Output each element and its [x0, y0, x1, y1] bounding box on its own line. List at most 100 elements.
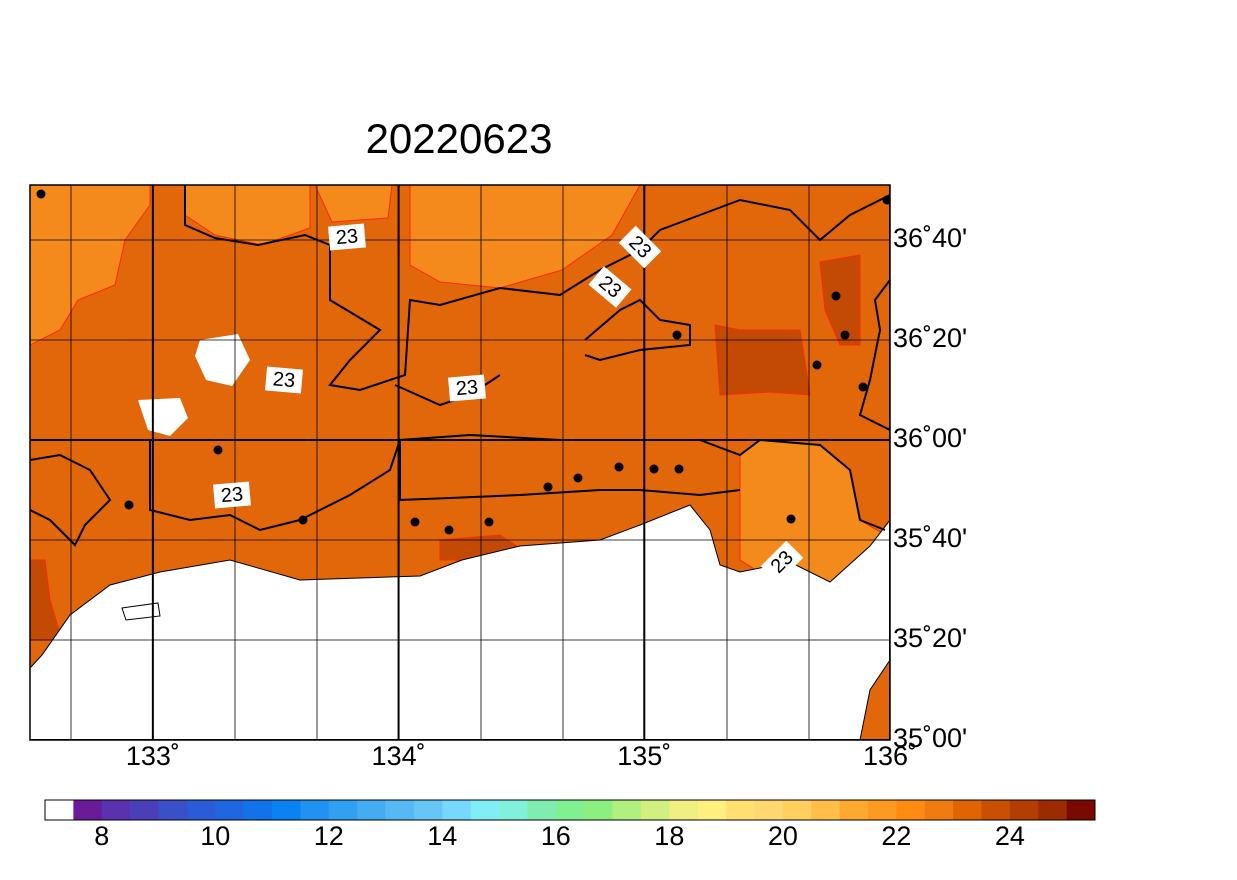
contour-label: 23 [265, 366, 303, 394]
colorbar-box [357, 800, 386, 820]
y-tick-label: 36˚40' [893, 223, 967, 253]
x-tick-label: 135˚ [617, 741, 671, 771]
sea [30, 504, 890, 740]
colorbar-tick-label: 18 [654, 821, 684, 851]
label-box [328, 223, 366, 251]
colorbar-box [300, 800, 330, 820]
chart-title: 20220623 [366, 115, 553, 162]
colorbar-box [73, 800, 103, 820]
colorbar-box [555, 800, 585, 820]
colorbar-box [726, 800, 755, 820]
y-tick-label: 35˚40' [893, 523, 967, 553]
colorbar: 8 10 12 14 16 18 20 22 24 [44, 799, 1096, 851]
station [573, 473, 583, 483]
label-box [448, 374, 486, 402]
colorbar-box [442, 800, 471, 820]
colorbar-box [385, 800, 415, 820]
label-box [213, 481, 251, 509]
y-tick-label: 36˚20' [893, 323, 967, 353]
station [858, 382, 868, 392]
colorbar-box [782, 800, 812, 820]
colorbar-box [243, 800, 273, 820]
lake [195, 334, 250, 386]
x-tick-label: 134˚ [372, 741, 426, 771]
station [786, 514, 796, 524]
station [614, 462, 624, 472]
station [882, 195, 890, 205]
station [543, 482, 553, 492]
colorbar-box [1066, 800, 1096, 820]
colorbar-tick-label: 14 [427, 821, 457, 851]
contour-line [30, 185, 890, 547]
station [124, 500, 134, 510]
hot-region [30, 254, 861, 641]
station [298, 515, 308, 525]
colorbar-tick-label: 22 [881, 821, 911, 851]
label-box [265, 366, 303, 394]
contour-label: 23 [448, 374, 486, 402]
station [831, 291, 841, 301]
colorbar-box [186, 800, 216, 820]
colorbar-tick-label: 16 [541, 821, 571, 851]
colorbar-tick-label: 8 [94, 821, 109, 851]
colorbar-box [896, 800, 926, 820]
station [674, 464, 684, 474]
label-box [618, 225, 662, 269]
station [812, 360, 822, 370]
label-text: 23 [272, 368, 296, 392]
colorbar-box [640, 800, 670, 820]
colorbar-box [1009, 800, 1039, 820]
station [649, 464, 659, 474]
grid [30, 185, 890, 740]
colorbar-box [697, 800, 727, 820]
y-tick-label: 36˚00' [893, 423, 967, 453]
colorbar-box [981, 800, 1011, 820]
colorbar-box [413, 800, 443, 820]
colorbar-box [924, 800, 954, 820]
colorbar-box [1038, 800, 1067, 820]
colorbar-box [470, 800, 500, 820]
map-frame [29, 184, 891, 741]
label-text: 23 [220, 483, 244, 507]
colorbar-tick-label: 10 [200, 821, 230, 851]
colorbar-box [499, 800, 528, 820]
colorbar-box [215, 800, 244, 820]
colorbar-box [669, 800, 699, 820]
y-tick-label: 35˚00' [893, 723, 967, 753]
colorbar-box [527, 800, 557, 820]
station [672, 330, 682, 340]
axes: 133˚ 134˚ 135˚ 136˚35˚00' 35˚20' 35˚40' 36˚00'… [126, 223, 967, 771]
label-box [760, 540, 804, 584]
station [36, 189, 46, 199]
colorbar-box [328, 800, 358, 820]
colorbar-box [754, 800, 784, 820]
island [121, 602, 161, 621]
colorbar-tick-label: 12 [314, 821, 344, 851]
colorbar-box [953, 800, 982, 820]
colorbar-tick-label: 24 [995, 821, 1025, 851]
station [484, 517, 494, 527]
contour-label: 23 [213, 481, 251, 509]
island [138, 398, 188, 436]
x-tick-label: 133˚ [126, 741, 180, 771]
colorbar-box [811, 800, 840, 820]
colorbar-box [272, 800, 301, 820]
label-box [588, 266, 632, 308]
colorbar-box [130, 800, 159, 820]
contour-label: 23 [328, 223, 366, 251]
colorbar-box [612, 800, 642, 820]
colorbar-box [158, 800, 188, 820]
label-text: 23 [335, 225, 359, 249]
station [444, 525, 454, 535]
station [410, 517, 420, 527]
label-text: 23 [455, 376, 479, 400]
station [840, 330, 850, 340]
colorbar-box [45, 800, 74, 820]
graticule [70, 185, 810, 740]
station [213, 445, 223, 455]
colorbar-box [867, 800, 897, 820]
colorbar-box [101, 800, 131, 820]
